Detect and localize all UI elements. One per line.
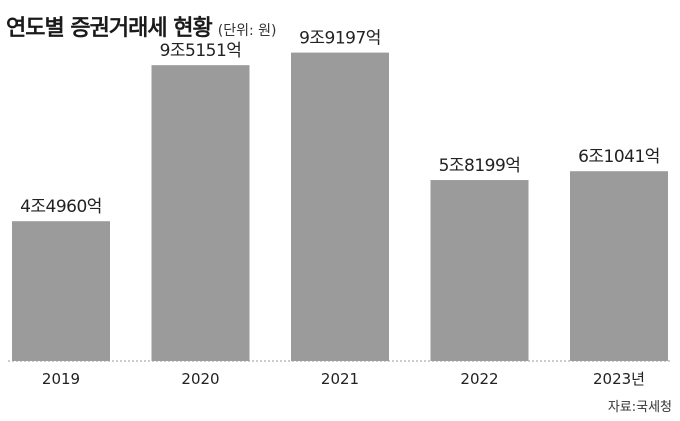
data-label-2021: 9조9197억 [299,29,381,49]
x-tick-label-2021: 2021 [321,370,359,388]
data-label-2019: 4조4960억 [20,197,102,217]
bar-2022 [430,180,529,361]
bar-2019 [12,221,110,361]
title-block: 연도별 증권거래세 현황 (단위: 원) [6,10,276,42]
bar-2020 [151,65,250,361]
x-tick-label-2019: 2019 [42,370,80,388]
bar-2023년 [570,171,668,361]
data-label-2020: 9조5151억 [160,41,242,61]
chart-title: 연도별 증권거래세 현황 [6,16,213,41]
x-tick-label-2022: 2022 [460,370,498,388]
bar-2021 [291,52,389,361]
data-label-2023년: 6조1041억 [578,147,660,167]
unit-note: (단위: 원) [217,23,277,39]
data-label-2022: 5조8199억 [439,156,521,176]
x-tick-label-2023년: 2023년 [593,370,645,388]
x-tick-label-2020: 2020 [181,370,219,388]
source-note: 자료:국세청 [607,400,672,415]
